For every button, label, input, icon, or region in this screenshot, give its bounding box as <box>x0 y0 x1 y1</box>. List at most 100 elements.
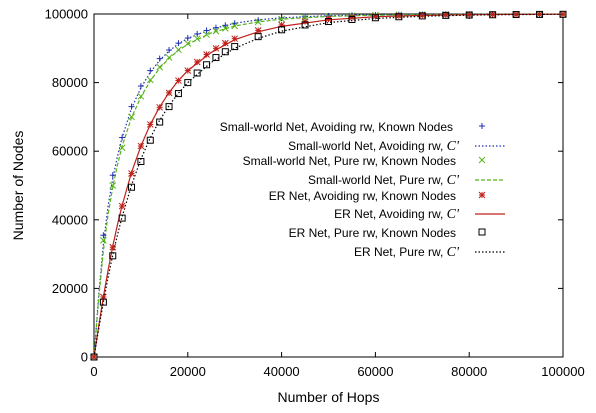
marker-square <box>156 118 164 126</box>
marker-square <box>137 157 145 165</box>
marker-stroke <box>221 39 229 47</box>
legend-marker-sample <box>478 156 486 164</box>
data-point <box>536 10 543 18</box>
data-point <box>203 51 210 58</box>
legend-label: Small-world Net, Avoiding rw, Known Node… <box>220 120 453 134</box>
marker-stroke <box>559 10 567 18</box>
marker-square <box>193 69 201 77</box>
data-point <box>184 79 192 87</box>
y-tick-label: 60000 <box>52 144 88 159</box>
series-layer <box>90 10 567 361</box>
data-point <box>489 11 497 19</box>
data-point <box>156 63 164 71</box>
marker-stroke <box>165 89 173 97</box>
marker-square <box>99 298 107 306</box>
data-point <box>512 11 520 19</box>
data-point <box>137 83 144 90</box>
data-point <box>254 18 262 26</box>
marker-square <box>231 43 239 51</box>
data-point <box>184 35 191 42</box>
data-point <box>278 26 286 34</box>
legend-entry-3: Small-world Net, Pure rw, C' <box>308 173 505 188</box>
marker-square <box>478 228 486 236</box>
legend-entry-5: ER Net, Avoiding rw, C' <box>334 207 505 222</box>
data-point <box>559 10 567 18</box>
legend-entry-7: ER Net, Pure rw, C' <box>354 245 505 260</box>
data-point <box>90 353 98 361</box>
data-point <box>137 92 145 100</box>
marker-stroke <box>128 170 135 177</box>
data-point <box>203 27 210 34</box>
marker-square <box>221 48 229 56</box>
data-point <box>175 40 182 47</box>
marker-stroke <box>203 51 210 58</box>
data-point <box>221 25 229 32</box>
legend-label-symbol: C' <box>447 245 460 260</box>
data-point <box>325 18 332 26</box>
data-point <box>128 170 135 177</box>
marker-stroke <box>212 27 220 35</box>
data-point <box>278 15 285 22</box>
marker-stroke <box>156 103 164 111</box>
data-point <box>137 142 145 150</box>
marker-square <box>465 11 473 19</box>
marker-square <box>325 18 332 26</box>
legend-label-text: ER Net, Pure rw, <box>354 245 447 259</box>
data-point <box>325 15 332 23</box>
data-point <box>231 43 239 51</box>
marker-square <box>165 103 173 111</box>
legend-label-symbol: C' <box>447 207 460 222</box>
marker-stroke <box>193 35 201 43</box>
data-point <box>348 14 356 21</box>
data-point <box>156 118 164 126</box>
marker-square <box>128 183 136 191</box>
marker-square <box>90 353 98 361</box>
data-point <box>109 182 117 189</box>
marker-stroke <box>175 77 182 84</box>
data-point <box>203 61 211 69</box>
series-line-3 <box>93 13 564 358</box>
marker-stroke <box>109 243 117 251</box>
y-axis-label: Number of Nodes <box>10 131 26 241</box>
marker-stroke <box>118 144 126 152</box>
data-point <box>118 202 126 210</box>
legend-entry-4: ER Net, Avoiding rw, Known Nodes <box>269 189 486 203</box>
marker-stroke <box>212 44 220 52</box>
data-point <box>175 77 182 84</box>
y-tick-label: 100000 <box>45 7 88 22</box>
legend-label: Small-world Net, Pure rw, C' <box>308 173 460 188</box>
marker-square <box>212 54 220 62</box>
axis-ticks: 0 20000 40000 60000 80000 100000 0 20000 40000 60… <box>45 7 585 380</box>
legend-label: ER Net, Pure rw, C' <box>354 245 460 260</box>
marker-stroke <box>146 76 154 84</box>
legend-label-symbol: C' <box>447 173 460 188</box>
data-point <box>231 20 238 27</box>
legend-entry-2: Small-world Net, Pure rw, Known Nodes <box>243 154 486 168</box>
data-point <box>465 11 473 18</box>
data-point <box>109 172 116 179</box>
series-markers-6 <box>90 10 567 361</box>
data-point <box>137 157 145 165</box>
marker-stroke <box>512 10 520 18</box>
data-point <box>146 76 154 84</box>
data-point <box>184 67 192 74</box>
x-tick-label: 0 <box>90 364 97 379</box>
data-point <box>536 10 544 18</box>
data-point <box>203 31 210 38</box>
marker-stroke <box>348 14 356 21</box>
data-point <box>278 15 285 23</box>
legend-label: ER Net, Avoiding rw, C' <box>334 207 460 222</box>
series-line-7 <box>93 13 564 358</box>
marker-stroke <box>231 22 239 30</box>
marker-stroke <box>325 15 332 23</box>
data-point <box>165 54 173 61</box>
data-point <box>175 46 182 54</box>
marker-stroke <box>278 15 285 23</box>
legend-entry-0: Small-world Net, Avoiding rw, Known Node… <box>220 120 485 134</box>
marker-square <box>203 61 211 69</box>
data-point <box>465 11 473 19</box>
data-point <box>231 35 239 43</box>
data-point <box>165 89 173 97</box>
data-point <box>212 44 220 52</box>
marker-stroke <box>478 156 486 164</box>
